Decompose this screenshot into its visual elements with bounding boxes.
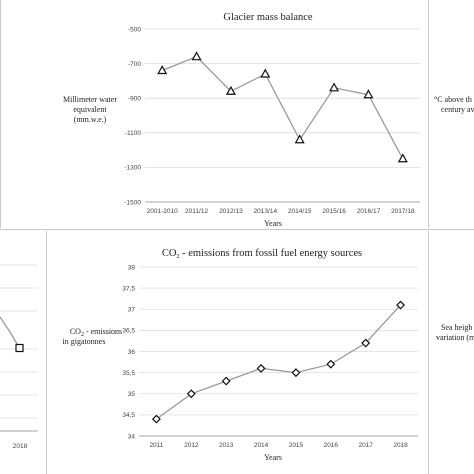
y-axis-label-line-3: (mm.w.e.) bbox=[74, 115, 107, 124]
x-tick-label: 2016 bbox=[324, 442, 339, 449]
partial-x-tick-label: 2018 bbox=[13, 443, 28, 450]
y-tick-label: 36 bbox=[128, 349, 136, 356]
partial-ylabel-right-top-1: °C above th bbox=[434, 95, 472, 104]
series-line bbox=[161, 55, 404, 160]
x-tick-label: 2013 bbox=[219, 442, 234, 449]
data-point-marker bbox=[221, 376, 231, 386]
partial-ylabel-right-bottom-2: variation (m bbox=[436, 333, 474, 342]
y-tick-label: -700 bbox=[128, 61, 141, 68]
x-tick-label: 2014/15 bbox=[288, 208, 312, 215]
x-axis-label: Years bbox=[264, 453, 282, 462]
data-point-marker bbox=[191, 51, 202, 61]
x-tick-label: 2018 bbox=[393, 442, 408, 449]
data-point-marker bbox=[225, 85, 236, 95]
data-point-marker bbox=[294, 134, 305, 144]
chart-title: Glacier mass balance bbox=[223, 12, 313, 23]
x-tick-label: 2011/12 bbox=[185, 208, 208, 215]
data-point-marker bbox=[396, 300, 406, 310]
y-axis-label-line-2: in gigatonnes bbox=[63, 337, 106, 346]
data-point-marker bbox=[157, 65, 168, 75]
data-point-marker bbox=[260, 68, 271, 78]
y-tick-label: 34 bbox=[128, 433, 136, 440]
y-tick-label: 35,5 bbox=[122, 370, 135, 377]
series-line bbox=[156, 304, 402, 420]
glacier-mass-balance-chart: Glacier mass balance Millimeter water eq… bbox=[63, 12, 420, 228]
y-tick-label: -1100 bbox=[125, 130, 142, 137]
data-point-marker bbox=[363, 89, 374, 99]
y-tick-label: 38 bbox=[128, 264, 136, 271]
y-axis-label-line-2: equivalent bbox=[73, 105, 107, 114]
y-tick-label: -900 bbox=[128, 96, 141, 103]
data-point-marker bbox=[151, 414, 161, 424]
y-axis-label-line-1: CO2 - emissions bbox=[70, 327, 122, 338]
y-axis-label-line-1: Millimeter water bbox=[63, 95, 117, 104]
x-tick-label: 2015/16 bbox=[322, 208, 346, 215]
chart-title: CO2 - emissions from fossil fuel energy … bbox=[162, 248, 362, 260]
co2-emissions-chart: CO2 - emissions from fossil fuel energy … bbox=[63, 248, 418, 462]
y-tick-label: -500 bbox=[128, 26, 141, 33]
x-tick-label: 2015 bbox=[289, 442, 304, 449]
data-point-marker bbox=[186, 389, 196, 399]
y-tick-label: 34,5 bbox=[122, 412, 135, 419]
partial-ylabel-right-bottom-1: Sea heigh bbox=[441, 323, 472, 332]
x-tick-label: 2001-2010 bbox=[147, 208, 178, 215]
data-point-marker bbox=[329, 82, 340, 92]
data-point-marker bbox=[361, 338, 371, 348]
x-tick-label: 2011 bbox=[149, 442, 163, 449]
y-tick-label: 37 bbox=[128, 307, 136, 314]
x-tick-label: 2017 bbox=[358, 442, 373, 449]
x-tick-label: 2013/14 bbox=[254, 208, 278, 215]
y-tick-label: -1300 bbox=[124, 165, 141, 172]
y-tick-label: 35 bbox=[128, 391, 136, 398]
data-point-marker bbox=[291, 368, 301, 378]
x-tick-label: 2017/18 bbox=[391, 208, 415, 215]
data-point-marker bbox=[397, 153, 408, 163]
x-tick-label: 2016/17 bbox=[357, 208, 381, 215]
x-tick-label: 2014 bbox=[254, 442, 269, 449]
data-point-marker bbox=[326, 359, 336, 369]
partial-series-square-marker bbox=[15, 343, 24, 353]
x-axis-label: Years bbox=[264, 219, 282, 228]
partial-ylabel-right-top-2: century av bbox=[441, 105, 474, 114]
data-point-marker bbox=[256, 363, 266, 373]
y-tick-label: 37,5 bbox=[122, 285, 135, 292]
partial-chart-left: 2018 bbox=[0, 264, 38, 450]
x-tick-label: 2012/13 bbox=[219, 208, 243, 215]
x-tick-label: 2012 bbox=[184, 442, 199, 449]
y-tick-label: -1500 bbox=[124, 199, 141, 206]
y-tick-label: 36,5 bbox=[122, 328, 135, 335]
